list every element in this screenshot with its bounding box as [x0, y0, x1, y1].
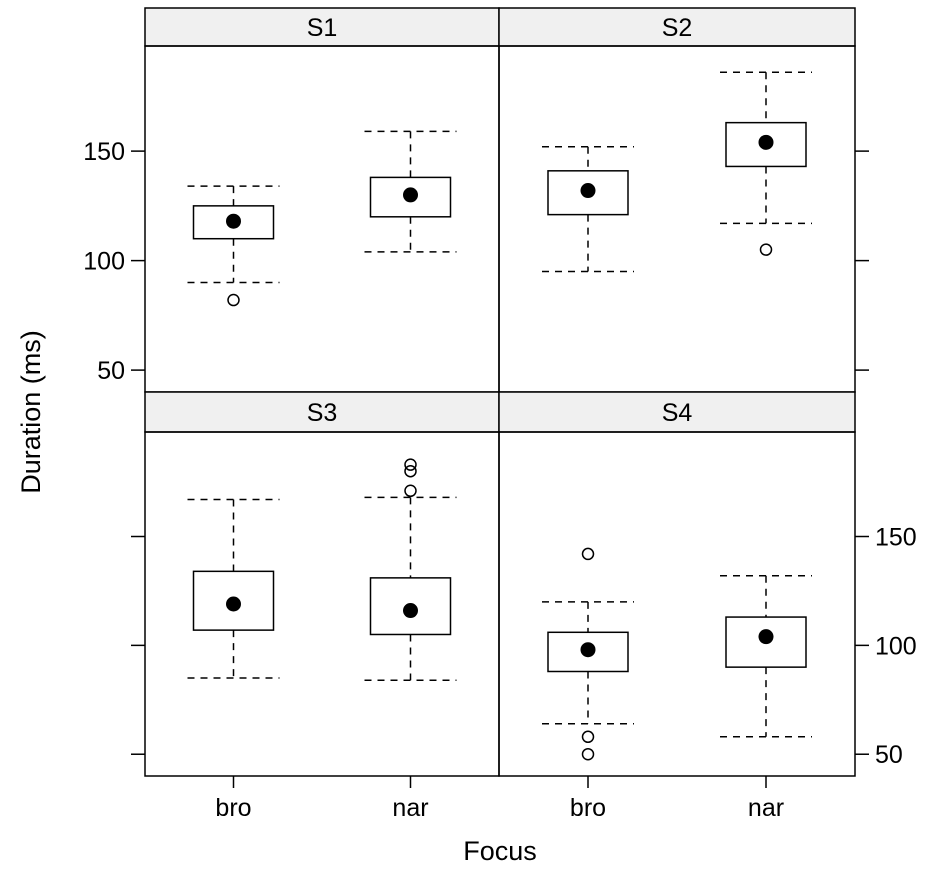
panel-strip: [498, 391, 856, 433]
box-bro: [542, 547, 634, 761]
outlier-point: [404, 484, 417, 498]
x-tick-label: nar: [392, 794, 428, 822]
y-tick-label: 150: [875, 524, 917, 552]
y-tick-label: 100: [83, 248, 125, 276]
outlier-point: [581, 730, 595, 744]
panel-frame: [498, 431, 856, 777]
x-tick-label: nar: [748, 794, 784, 822]
x-tick-label: bro: [215, 794, 251, 822]
box-nar: [364, 130, 457, 253]
median-dot: [758, 134, 774, 150]
outlier-point: [581, 547, 595, 561]
axes-layer: 50 100 150 50 100 150 bro nar bro nar: [83, 138, 916, 822]
x-axis-label: Focus: [463, 836, 537, 866]
median-dot: [580, 642, 596, 658]
median-dot: [580, 183, 596, 199]
box-bro: [187, 185, 280, 307]
outlier-point: [404, 458, 417, 471]
panel-title: S4: [662, 399, 693, 427]
outlier-point: [759, 243, 773, 256]
median-dot: [226, 596, 241, 612]
box-nar: [720, 574, 812, 738]
panel-title: S1: [307, 14, 338, 42]
panel-s3: S3: [144, 391, 500, 777]
median-dot: [403, 603, 418, 619]
outlier-point: [581, 747, 595, 761]
panel-frame: [498, 45, 856, 393]
median-dot: [403, 187, 418, 203]
panel-title: S3: [307, 399, 338, 427]
x-tick-label: bro: [570, 794, 606, 822]
panel-s2: S2: [498, 7, 856, 393]
panel-s1: S1: [144, 7, 500, 393]
y-tick-label: 50: [97, 357, 125, 385]
median-dot: [226, 213, 241, 229]
panel-strip: [144, 7, 500, 47]
panel-title: S2: [662, 14, 693, 42]
y-tick-label: 150: [83, 138, 125, 166]
y-tick-label: 50: [875, 741, 903, 769]
panels-layer: S1 S2 S3 S4: [144, 7, 856, 777]
y-axis-label: Duration (ms): [16, 330, 46, 494]
panel-s4: S4: [498, 391, 856, 777]
panel-strip: [144, 391, 500, 433]
box-iqr: [547, 631, 629, 673]
y-tick-label: 100: [875, 632, 917, 660]
box-bro: [542, 145, 634, 273]
outlier-point: [227, 293, 240, 307]
box-nar: [720, 71, 812, 256]
box-bro: [187, 498, 280, 679]
outlier-point: [404, 464, 417, 478]
median-dot: [758, 629, 774, 645]
box-nar: [364, 458, 457, 681]
